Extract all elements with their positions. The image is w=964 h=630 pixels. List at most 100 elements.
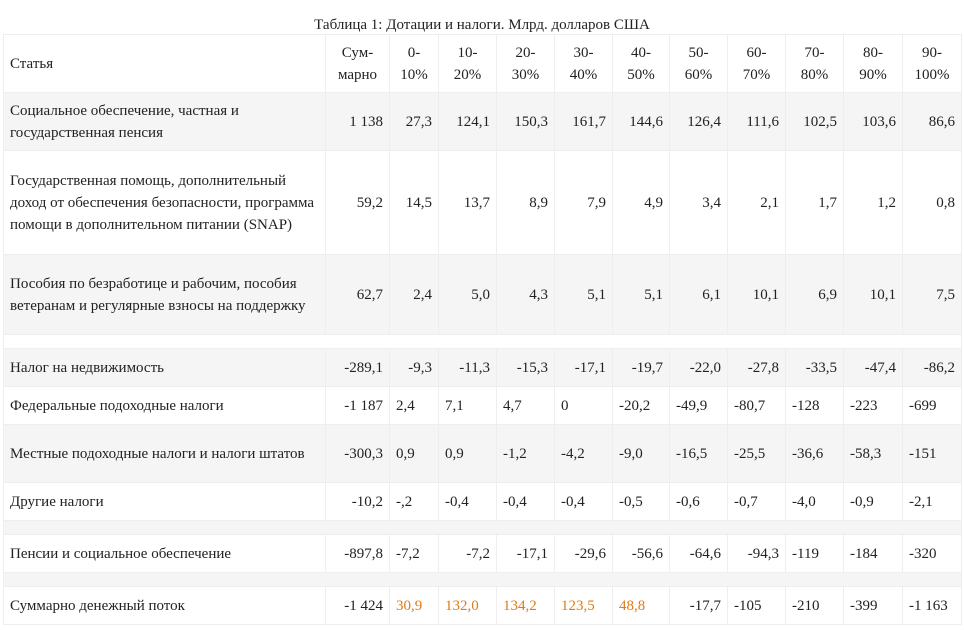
cell-value: -0,9	[843, 482, 903, 521]
header-decile-line2: 60%	[684, 66, 713, 83]
cell-value: -86,2	[902, 348, 962, 387]
cell-value: 3,4	[669, 150, 728, 255]
header-decile: 70- 80%	[785, 34, 844, 93]
cell-value: -19,7	[612, 348, 670, 387]
cell-value: 1 138	[325, 92, 390, 151]
spacer-row	[3, 572, 962, 587]
header-decile-line2: 10%	[400, 66, 428, 83]
header-decile-line1: 10-	[457, 44, 478, 61]
cell-value: -4,0	[785, 482, 844, 521]
header-decile-line1: 50-	[688, 44, 709, 61]
header-decile-line1: 60-	[746, 44, 767, 61]
cell-value: 10,1	[843, 254, 903, 335]
cell-value: -105	[727, 586, 786, 625]
header-total-line2: марно	[337, 66, 378, 83]
cell-value-highlight: 30,9	[389, 586, 439, 625]
cell-value: -36,6	[785, 424, 844, 483]
header-total-line1: Сум-	[341, 44, 374, 61]
cell-value: -10,2	[325, 482, 390, 521]
cell-value: -1 163	[902, 586, 962, 625]
cell-value: 7,5	[902, 254, 962, 335]
cell-value: -15,3	[496, 348, 555, 387]
cell-value: 27,3	[389, 92, 439, 151]
row-label: Социальное обеспечение, частная и госуда…	[3, 92, 326, 151]
table-row: Налог на недвижимость -289,1 -9,3 -11,3 …	[3, 348, 962, 387]
cell-value: -0,4	[438, 482, 497, 521]
cell-value: 8,9	[496, 150, 555, 255]
header-article: Статья	[3, 34, 326, 93]
table-row: Местные подоходные налоги и налоги штато…	[3, 424, 962, 483]
cell-value: -300,3	[325, 424, 390, 483]
cell-value: 103,6	[843, 92, 903, 151]
cell-value: 161,7	[554, 92, 613, 151]
cell-value: -7,2	[438, 534, 497, 573]
cell-value: -64,6	[669, 534, 728, 573]
cell-value: -20,2	[612, 386, 670, 425]
cell-value: 2,4	[389, 254, 439, 335]
cell-value: 1,2	[843, 150, 903, 255]
header-decile: 90- 100%	[902, 34, 962, 93]
header-decile-line2: 80%	[800, 66, 829, 83]
header-row: Статья Сум- марно 0- 10% 10- 20% 20- 30% 30…	[3, 34, 962, 93]
cell-value: 5,1	[612, 254, 670, 335]
spacer-cell	[3, 334, 962, 349]
cell-value: 0,8	[902, 150, 962, 255]
cell-value: 7,9	[554, 150, 613, 255]
cell-value: -17,1	[496, 534, 555, 573]
cell-value: -33,5	[785, 348, 844, 387]
cell-value: -7,2	[389, 534, 439, 573]
cell-value: -58,3	[843, 424, 903, 483]
cell-value: 5,0	[438, 254, 497, 335]
header-decile-line2: 30%	[511, 66, 540, 83]
header-decile-line1: 20-	[515, 44, 536, 61]
cell-value: -151	[902, 424, 962, 483]
cell-value: -289,1	[325, 348, 390, 387]
cell-value: -27,8	[727, 348, 786, 387]
table-row: Социальное обеспечение, частная и госуда…	[3, 92, 962, 151]
cell-value: -184	[843, 534, 903, 573]
cell-value: 1,7	[785, 150, 844, 255]
header-decile: 80- 90%	[843, 34, 903, 93]
row-label: Федеральные подоходные налоги	[3, 386, 326, 425]
header-decile-line2: 20%	[453, 66, 482, 83]
table-row: Пенсии и социальное обеспечение -897,8 -…	[3, 534, 962, 573]
header-decile-line1: 70-	[804, 44, 825, 61]
cell-value: -897,8	[325, 534, 390, 573]
header-decile-line1: 90-	[922, 44, 942, 61]
row-label: Пенсии и социальное обеспечение	[3, 534, 326, 573]
cell-value: -0,7	[727, 482, 786, 521]
cell-value: -47,4	[843, 348, 903, 387]
cell-value: -119	[785, 534, 844, 573]
cell-value: -49,9	[669, 386, 728, 425]
cell-value: -0,4	[554, 482, 613, 521]
subsidies-taxes-table: Статья Сум- марно 0- 10% 10- 20% 20- 30% 30…	[3, 34, 962, 625]
cell-value: -22,0	[669, 348, 728, 387]
cell-value: 14,5	[389, 150, 439, 255]
header-total: Сум- марно	[325, 34, 390, 93]
header-decile: 40- 50%	[612, 34, 670, 93]
table-row: Федеральные подоходные налоги -1 187 2,4…	[3, 386, 962, 425]
cell-value: -2,1	[902, 482, 962, 521]
cell-value: -,2	[389, 482, 439, 521]
cell-value: -1 187	[325, 386, 390, 425]
header-decile-line1: 30-	[573, 44, 594, 61]
cell-value: 86,6	[902, 92, 962, 151]
cell-value: 2,4	[389, 386, 439, 425]
cell-value: 0,9	[438, 424, 497, 483]
cell-value: -17,1	[554, 348, 613, 387]
header-decile-line1: 40-	[631, 44, 651, 61]
cell-value: 0	[554, 386, 613, 425]
cell-value: -9,3	[389, 348, 439, 387]
header-decile-line2: 40%	[569, 66, 598, 83]
cell-value: 5,1	[554, 254, 613, 335]
cell-value-highlight: 132,0	[438, 586, 497, 625]
table-row: Пособия по безработице и рабочим, пособи…	[3, 254, 962, 335]
cell-value: -80,7	[727, 386, 786, 425]
cell-value: -223	[843, 386, 903, 425]
cell-value: 126,4	[669, 92, 728, 151]
cell-value-highlight: 123,5	[554, 586, 613, 625]
cell-value: 124,1	[438, 92, 497, 151]
row-label: Суммарно денежный поток	[3, 586, 326, 625]
cell-value-highlight: 134,2	[496, 586, 555, 625]
row-label: Государственная помощь, дополнительный д…	[3, 150, 326, 255]
